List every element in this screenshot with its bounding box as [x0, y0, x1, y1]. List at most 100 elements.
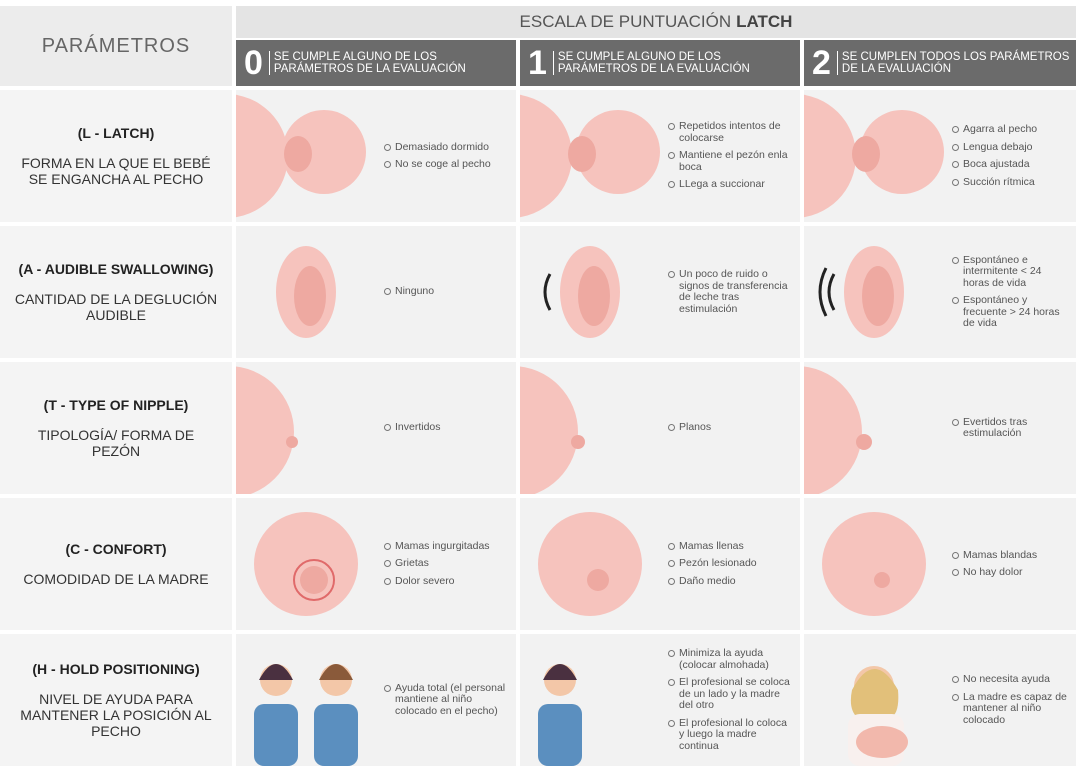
illustration [822, 512, 926, 616]
nipple [286, 436, 298, 448]
criteria-list: Mamas ingurgitadas Grietas Dolor severo [384, 498, 510, 630]
score-cell: Mamas blandas No hay dolor [804, 498, 1076, 630]
score-description: SE CUMPLEN TODOS LOS PARÁMETROS DE LA EV… [836, 51, 1076, 75]
ear-inner [862, 266, 894, 326]
criterion: Invertidos [384, 422, 510, 434]
breast [804, 366, 862, 494]
parameter-code: (T - TYPE OF NIPPLE) [43, 397, 189, 413]
score-cell: Minimiza la ayuda (colocar almohada) El p… [520, 634, 800, 766]
illustration [520, 94, 660, 218]
score-cell: Evertidos tras estimulación [804, 362, 1076, 494]
score-cell: Agarra al pecho Lengua debajo Boca ajustad… [804, 90, 1076, 222]
ear-inner [294, 266, 326, 326]
nurse-hair [543, 664, 577, 680]
mother-hair [850, 669, 899, 718]
criteria-list: Demasiado dormido No se coge al pecho [384, 90, 510, 222]
illustration [804, 366, 872, 494]
baby-head [576, 110, 660, 194]
illustration [254, 512, 358, 616]
parameter-cell: (T - TYPE OF NIPPLE) TIPOLOGÍA/ FORMA DE … [0, 362, 232, 494]
illustration [520, 366, 585, 494]
parameter-code: (L - LATCH) [77, 125, 155, 141]
score-cell: Repetidos intentos de colocarse Mantiene … [520, 90, 800, 222]
criterion: Agarra al pecho [952, 123, 1070, 136]
criterion: Ayuda total (el personal mantiene al niñ… [384, 682, 510, 718]
criteria-list: Ninguno [384, 226, 510, 358]
areola [874, 572, 890, 588]
criterion: Succión rítmica [952, 176, 1070, 189]
score-cell: Demasiado dormido No se coge al pecho [236, 90, 516, 222]
nurse-hair [319, 664, 353, 680]
criterion: Minimiza la ayuda (colocar almohada) [668, 647, 794, 671]
criterion: No hay dolor [952, 566, 1070, 579]
illustration [818, 246, 904, 338]
score-cell: Ayuda total (el personal mantiene al niñ… [236, 634, 516, 766]
parameter-code: (C - CONFORT) [65, 541, 167, 557]
criteria-list: Agarra al pecho Lengua debajo Boca ajustad… [952, 90, 1070, 222]
areola [587, 569, 609, 591]
illustration [276, 246, 336, 338]
criterion: Demasiado dormido [384, 141, 510, 154]
criteria-list: Ayuda total (el personal mantiene al niñ… [384, 634, 510, 766]
score-cell: Invertidos [236, 362, 516, 494]
criterion: Repetidos intentos de colocarse [668, 121, 794, 144]
score-cell: Un poco de ruido o signos de transferenc… [520, 226, 800, 358]
criterion: Planos [668, 422, 794, 434]
sound-wave [827, 273, 836, 311]
illustration [236, 366, 298, 494]
criteria-list: Un poco de ruido o signos de transferenc… [668, 226, 794, 358]
breast [520, 366, 578, 494]
criterion: Espontáneo y frecuente > 24 horas de vid… [952, 294, 1070, 330]
criteria-list: Mamas blandas No hay dolor [952, 498, 1070, 630]
criteria-list: Repetidos intentos de colocarse Mantiene … [668, 90, 794, 222]
criterion: Mantiene el pezón enla boca [668, 150, 794, 173]
parameter-description: TIPOLOGÍA/ FORMA DE PEZÓN [37, 427, 195, 459]
illustration [236, 94, 366, 218]
criteria-list: Mamas llenas Pezón lesionado Daño medio [668, 498, 794, 630]
illustration [254, 664, 358, 766]
criterion: Evertidos tras estimulación [952, 416, 1070, 440]
illustration [543, 246, 620, 338]
score-number: 2 [812, 44, 831, 82]
nipple [571, 435, 585, 449]
score-cell: Espontáneo e intermitente < 24 horas de … [804, 226, 1076, 358]
illustration [538, 664, 582, 766]
criteria-list: Minimiza la ayuda (colocar almohada) El p… [668, 634, 794, 766]
score-cell: Mamas llenas Pezón lesionado Daño medio [520, 498, 800, 630]
criterion: LLega a succionar [668, 179, 794, 191]
parameter-code: (A - AUDIBLE SWALLOWING) [18, 261, 214, 277]
criterion: Ninguno [384, 286, 510, 298]
criterion: Daño medio [668, 575, 794, 588]
criterion: Grietas [384, 558, 510, 570]
sound-wave [543, 273, 552, 311]
nurse-body [314, 704, 358, 766]
criterion: No necesita ayuda [952, 673, 1070, 686]
criterion: Mamas llenas [668, 540, 794, 553]
criterion: Dolor severo [384, 575, 510, 588]
criterion: Pezón lesionado [668, 558, 794, 570]
breast [254, 512, 358, 616]
breast [538, 512, 642, 616]
illustration [804, 94, 944, 218]
illustration [538, 512, 642, 616]
criterion: Boca ajustada [952, 158, 1070, 171]
criterion: Un poco de ruido o signos de transferenc… [668, 268, 794, 315]
criteria-list: Invertidos [384, 362, 510, 494]
scale-title-text: ESCALA DE PUNTUACIÓN [519, 12, 732, 31]
criteria-list: Planos [668, 362, 794, 494]
score-description: SE CUMPLE ALGUNO DE LOS PARÁMETROS DE LA… [552, 51, 800, 75]
criterion: El profesional lo coloca y luego la madr… [668, 717, 794, 753]
criterion: Lengua debajo [952, 141, 1070, 154]
score-header: 2 SE CUMPLEN TODOS LOS PARÁMETROS DE LA E… [804, 40, 1076, 86]
parameter-cell: (L - LATCH) FORMA EN LA QUE EL BEBÉ SE EN… [0, 90, 232, 222]
breast [520, 94, 572, 218]
parameter-description: CANTIDAD DE LA DEGLUCIÓN AUDIBLE [14, 291, 218, 323]
parameter-cell: (H - HOLD POSITIONING) NIVEL DE AYUDA PAR… [0, 634, 232, 766]
baby-face [284, 136, 312, 172]
nurse-body [538, 704, 582, 766]
score-cell: Mamas ingurgitadas Grietas Dolor severo [236, 498, 516, 630]
areola [300, 566, 328, 594]
parameter-code: (H - HOLD POSITIONING) [32, 661, 200, 677]
baby-face [568, 136, 596, 172]
